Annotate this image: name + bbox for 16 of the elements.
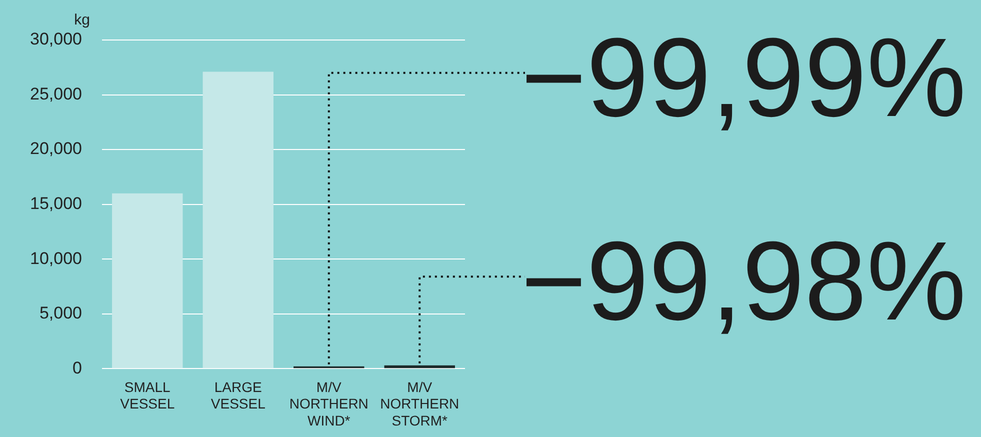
x-tick-label: SMALL VESSEL [120,378,175,412]
y-tick-label: 0 [72,358,82,378]
annotation: −99,99% [521,14,966,140]
annotation: −99,98% [521,218,966,344]
bar [202,72,274,368]
bar [112,193,183,368]
y-tick-label: 15,000 [30,194,82,213]
x-tick-label: M/V NORTHERN STORM* [380,378,460,428]
y-tick-label: 30,000 [30,30,82,49]
x-tick-label: M/V NORTHERN WIND* [289,378,368,428]
y-tick-label: 5,000 [39,304,82,323]
x-tick-label: LARGE VESSEL [210,378,266,412]
y-tick-label: 20,000 [30,139,82,158]
y-tick-label: 10,000 [30,248,82,268]
y-axis-title: kg [74,12,90,29]
y-tick-label: 25,000 [30,84,82,104]
